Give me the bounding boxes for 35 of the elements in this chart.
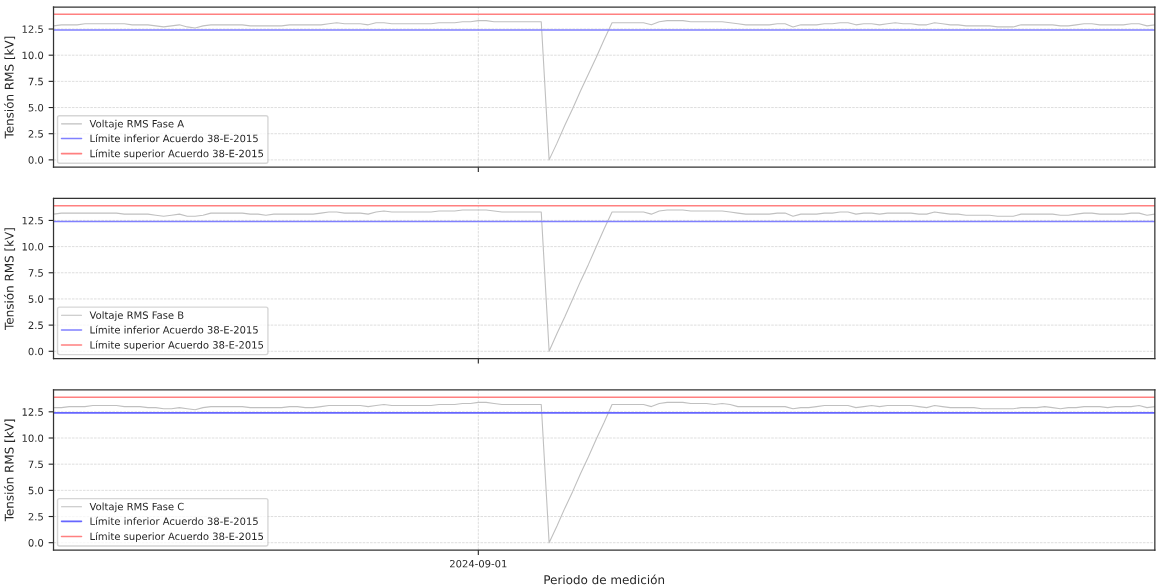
y-axis-title: Tensión RMS [kV] xyxy=(3,419,16,522)
y-tick-label: 0.0 xyxy=(28,156,44,164)
legend-label: Voltaje RMS Fase C xyxy=(89,502,184,513)
y-tick-label: 5.0 xyxy=(28,295,44,303)
y-tick-label: 10.0 xyxy=(22,434,44,442)
x-tick-label: 2024-09-01 xyxy=(449,559,507,568)
line-series xyxy=(53,401,1155,544)
y-tick-label: 10.0 xyxy=(22,51,44,60)
legend-label: Límite superior Acuerdo 38-E-2015 xyxy=(90,340,264,351)
legend-label: Límite superior Acuerdo 38-E-2015 xyxy=(90,149,264,160)
y-axis-title: Tensión RMS [kV] xyxy=(3,228,16,330)
y-tick-label: 12.5 xyxy=(22,216,43,225)
y-tick-label: 2.5 xyxy=(28,130,43,138)
y-tick-label: 5.0 xyxy=(28,103,44,112)
y-tick-label: 12.5 xyxy=(22,25,43,33)
legend-label: Voltaje RMS Fase B xyxy=(89,311,184,321)
y-axis-title: Tensión RMS [kV] xyxy=(3,36,16,139)
y-tick-label: 7.5 xyxy=(28,77,43,86)
legend-label: Límite superior Acuerdo 38-E-2015 xyxy=(90,531,264,543)
line-series xyxy=(53,209,1155,352)
y-tick-label: 7.5 xyxy=(28,460,43,469)
legend-label: Límite inferior Acuerdo 38-E-2015 xyxy=(90,134,258,143)
y-tick-label: 7.5 xyxy=(28,269,43,277)
y-tick-label: 12.5 xyxy=(22,408,43,416)
y-tick-label: 2.5 xyxy=(28,321,43,330)
line-series xyxy=(53,20,1155,161)
y-tick-label: 5.0 xyxy=(28,486,44,495)
y-tick-label: 0.0 xyxy=(28,539,44,547)
legend-label: Voltaje RMS Fase A xyxy=(89,119,185,130)
y-tick-label: 2.5 xyxy=(28,512,43,521)
legend-label: Límite inferior Acuerdo 38-E-2015 xyxy=(90,516,258,525)
legend-label: Límite inferior Acuerdo 38-E-2015 xyxy=(90,325,258,334)
y-tick-label: 0.0 xyxy=(28,347,44,356)
x-axis-title: Periodo de medición xyxy=(544,574,665,585)
y-tick-label: 10.0 xyxy=(22,242,44,251)
